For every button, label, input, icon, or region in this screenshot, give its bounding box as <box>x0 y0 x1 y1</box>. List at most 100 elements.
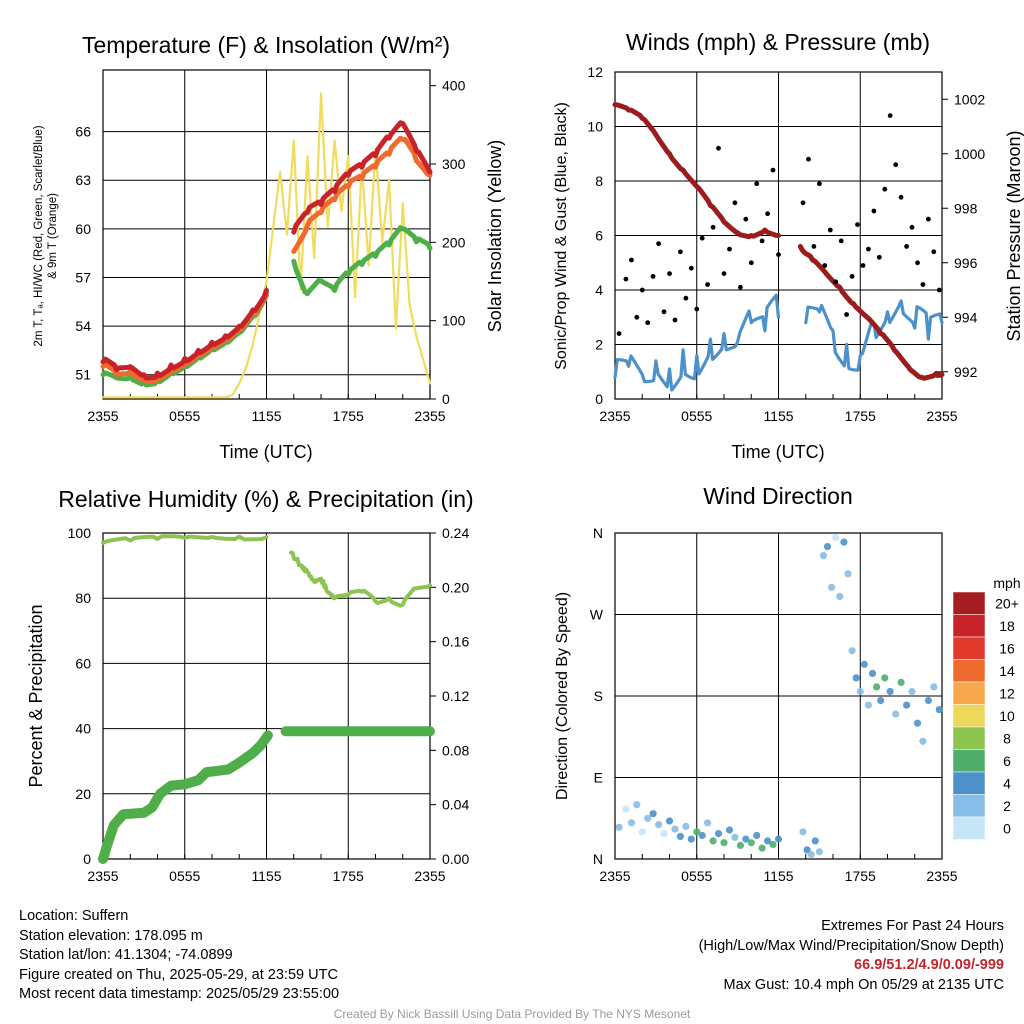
wind-direction-panel-title: Wind Direction <box>703 483 853 509</box>
gust-point <box>661 309 667 315</box>
wind-direction-point <box>832 533 840 542</box>
winds-y-axis-label: Sonic/Prop Wind & Gust (Blue, Black) <box>553 102 570 370</box>
gust-point <box>800 200 806 206</box>
pressure-line <box>612 102 781 240</box>
colorbar-swatch <box>952 749 986 773</box>
extremes-info: Extremes For Past 24 Hours (High/Low/Max… <box>699 917 1004 995</box>
wind-direction-point <box>704 819 712 827</box>
wind-direction-point <box>693 828 701 836</box>
wdir-y-tick-label: E <box>594 770 603 786</box>
wind-direction-point <box>682 822 690 831</box>
gust-point <box>838 238 844 244</box>
rh-y-tick-label: 40 <box>75 721 91 737</box>
gust-point <box>915 260 920 266</box>
colorbar-swatch <box>952 614 986 638</box>
gust-point <box>645 320 651 326</box>
gust-point <box>909 224 915 230</box>
humidity-panel: Relative Humidity (%) & Precipitation (i… <box>26 486 474 884</box>
winds-panel: Winds (mph) & Pressure (mb) 2355 0555 1155… <box>553 29 1024 462</box>
rh-x-tick-label: 1755 <box>333 868 364 884</box>
gust-point <box>827 227 833 233</box>
winds-y-tick-label: 0 <box>595 391 603 407</box>
gust-point <box>699 235 705 241</box>
temp-y-tick-label: 57 <box>75 269 91 285</box>
temp-series-2m-t <box>100 287 269 381</box>
temp-y-tick-label: 54 <box>75 318 91 334</box>
wind-direction-point <box>769 840 777 849</box>
gust-point <box>738 284 743 290</box>
relative-humidity-line <box>101 534 269 545</box>
wdir-x-tick-label: 1155 <box>763 868 793 884</box>
temp-y-tick-label: 51 <box>75 367 91 383</box>
wdir-y-tick-label: W <box>590 607 604 623</box>
colorbar-swatch <box>952 771 986 795</box>
rh-x-tick-label: 0555 <box>169 868 200 884</box>
wind-direction-point <box>807 850 815 859</box>
rh-y2-tick-label: 0.08 <box>442 742 469 758</box>
temp-x-tick-label: 1155 <box>251 408 281 424</box>
gust-point <box>694 306 700 312</box>
wind-direction-point <box>908 687 916 696</box>
wind-direction-point <box>747 839 755 847</box>
wind-direction-point <box>840 538 848 546</box>
wind-direction-point <box>877 696 885 705</box>
rh-y2-tick-label: 0.20 <box>442 579 469 595</box>
temp-series-solar-insolation <box>101 92 432 399</box>
gust-point <box>876 254 882 260</box>
wind-direction-point <box>815 848 824 856</box>
winds-y2-tick-label: 994 <box>954 309 978 325</box>
colorbar-label: 20+ <box>995 595 1019 611</box>
colorbar-swatch <box>952 794 986 818</box>
rh-x-tick-label: 2355 <box>414 868 445 884</box>
gust-point <box>893 162 899 168</box>
rh-x-tick-label: 1155 <box>251 868 281 884</box>
colorbar-swatch <box>952 704 986 728</box>
wind-direction-point <box>720 839 728 847</box>
wind-direction-point <box>709 837 717 845</box>
temp-x-tick-label: 1755 <box>333 408 364 424</box>
gust-point <box>887 113 893 118</box>
wind-direction-point <box>649 810 657 818</box>
colorbar-label: 2 <box>1003 798 1011 814</box>
humidity-y-axis-label: Percent & Precipitation <box>26 604 46 787</box>
wind-direction-point <box>660 830 668 838</box>
wind-direction-point <box>860 660 868 668</box>
rh-y2-tick-label: 0.00 <box>442 851 469 867</box>
pressure-y-axis-label: Station Pressure (Maroon) <box>1004 130 1024 341</box>
gust-point <box>871 208 877 214</box>
wind-direction-point <box>764 837 772 845</box>
gust-point <box>667 271 672 276</box>
gust-point <box>623 276 629 282</box>
gust-point <box>754 181 760 187</box>
wind-direction-point <box>935 706 943 714</box>
wind-direction-point <box>638 828 646 836</box>
winds-frame <box>614 71 943 400</box>
wind-direction-point <box>844 570 852 578</box>
gust-point <box>759 238 765 244</box>
wdir-x-tick-label: 2355 <box>599 868 630 884</box>
station-elevation: Station elevation: 178.095 m <box>19 927 203 944</box>
colorbar-label: 16 <box>999 640 1015 656</box>
gust-point <box>727 246 732 252</box>
gust-point <box>705 282 710 287</box>
rh-x-tick-label: 2355 <box>87 868 118 884</box>
wind-direction-point <box>671 825 679 833</box>
temperature-panel: Temperature (F) & Insolation (W/m²) 2355… <box>33 32 505 462</box>
temperature-y-axis-label: 2m T, Tₐ, HI/WC (Red, Green, Scarlet/Blu… <box>33 125 59 346</box>
wind-direction-point <box>627 819 636 827</box>
wdir-x-tick-label: 0555 <box>681 868 712 884</box>
wind-direction-point <box>897 678 905 687</box>
rh-y2-tick-label: 0.16 <box>442 634 469 650</box>
winds-y-tick-label: 12 <box>587 64 603 80</box>
gust-point <box>931 249 937 255</box>
gust-point <box>629 257 634 263</box>
gust-point <box>920 282 926 287</box>
colorbar-label: 14 <box>999 663 1015 679</box>
wind-direction-point <box>665 817 674 825</box>
wind-direction-point <box>742 835 750 843</box>
gust-point <box>650 274 656 279</box>
winds-y2-tick-label: 1000 <box>954 146 985 162</box>
winds-y-tick-label: 10 <box>587 119 603 135</box>
